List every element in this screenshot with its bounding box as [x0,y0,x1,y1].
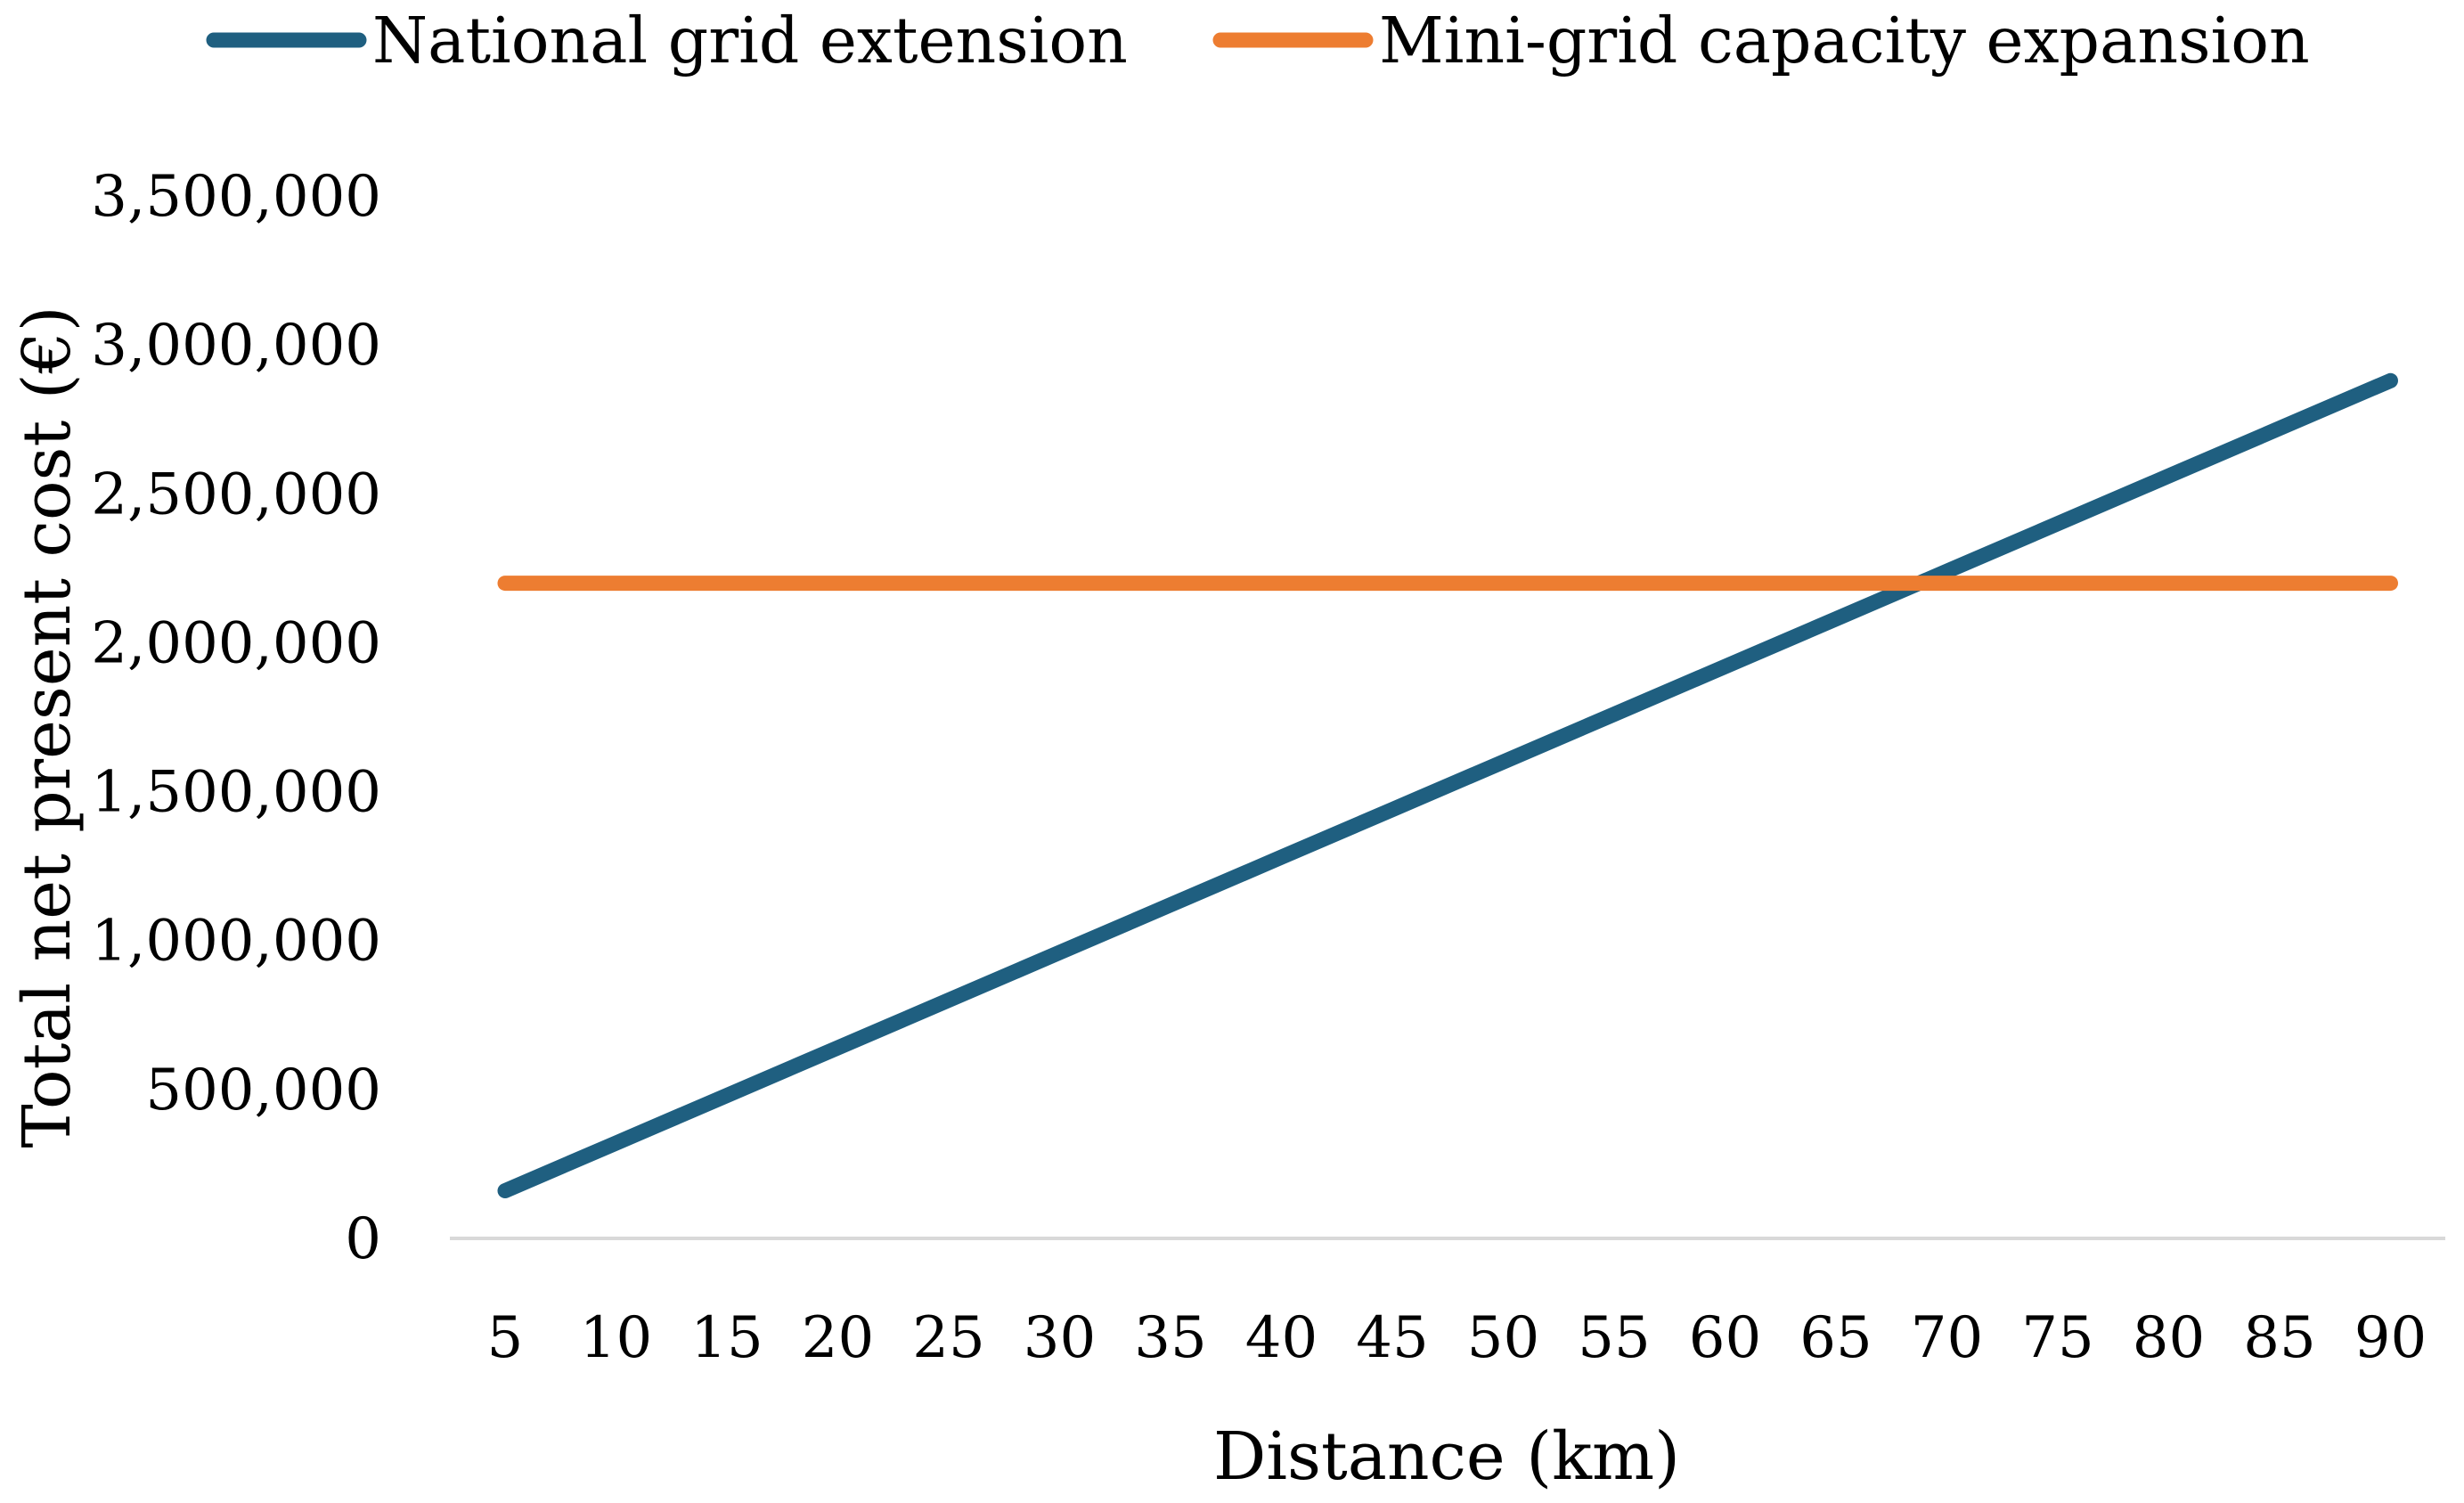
x-tick-label: 65 [1799,1305,1872,1371]
x-tick-label: 15 [690,1305,763,1371]
y-tick-label: 0 [345,1206,381,1272]
y-tick-label: 3,500,000 [91,164,381,230]
y-tick-label: 1,500,000 [91,760,381,826]
x-tick-label: 30 [1024,1305,1096,1371]
series-lines [497,372,2398,1199]
chart-legend: National grid extension Mini-grid capacit… [206,4,2310,78]
y-tick-label: 2,000,000 [91,610,381,676]
x-tick-label: 85 [2243,1305,2315,1371]
legend-label-2: Mini-grid capacity expansion [1379,4,2310,78]
x-tick-label: 75 [2021,1305,2093,1371]
x-tick-label: 60 [1689,1305,1761,1371]
y-tick-label: 3,000,000 [91,313,381,379]
x-tick-label: 80 [2133,1305,2205,1371]
y-axis-title: Total net present cost (€) [9,306,86,1148]
y-axis-tick-labels: 0 500,000 1,000,000 1,500,000 2,000,000 2,500… [91,164,381,1272]
legend-label-1: National grid extension [372,4,1128,78]
x-tick-label: 50 [1467,1305,1539,1371]
x-axis-tick-labels: 5 10 15 20 25 30 35 40 45 50 55 60 65 70 75 80 85 90 [487,1305,2427,1371]
x-tick-label: 10 [580,1305,652,1371]
y-tick-label: 1,000,000 [91,909,381,975]
x-tick-label: 45 [1356,1305,1428,1371]
x-tick-label: 55 [1578,1305,1650,1371]
x-tick-label: 35 [1134,1305,1206,1371]
x-tick-label: 25 [912,1305,984,1371]
x-axis-title: Distance (km) [1213,1418,1680,1495]
x-tick-label: 40 [1245,1305,1318,1371]
y-tick-label: 2,500,000 [91,462,381,527]
x-tick-label: 90 [2354,1305,2427,1371]
x-tick-label: 5 [487,1305,524,1371]
x-tick-label: 70 [1911,1305,1983,1371]
x-tick-label: 20 [802,1305,874,1371]
y-tick-label: 500,000 [145,1058,381,1123]
series-line-1 [497,372,2398,1199]
